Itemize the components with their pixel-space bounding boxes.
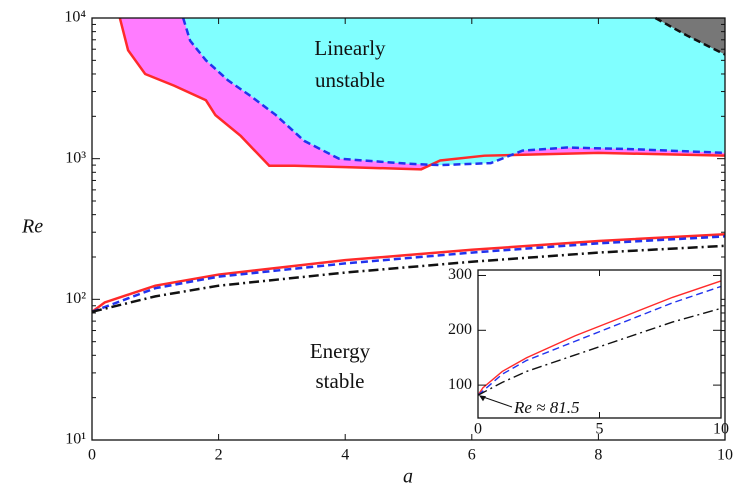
x-tick-label: 8 xyxy=(594,447,602,464)
plot-area xyxy=(478,270,721,418)
curve xyxy=(477,280,722,396)
x-tick-label: 2 xyxy=(215,447,223,464)
curve xyxy=(91,233,726,313)
annotation: stable xyxy=(316,369,365,393)
y-tick-label: 10⁴ xyxy=(64,9,86,26)
y-axis-label: Re xyxy=(21,216,43,238)
x-tick-label: 6 xyxy=(468,447,476,464)
x-tick-label: 0 xyxy=(474,421,482,438)
x-tick-label: 4 xyxy=(341,447,349,464)
annotation: Re ≈ 81.5 xyxy=(513,398,580,417)
x-tick-label: 10 xyxy=(717,447,733,464)
annotation-arrow xyxy=(480,395,513,408)
y-tick-label: 200 xyxy=(448,321,472,338)
x-tick-label: 5 xyxy=(596,421,604,438)
curve xyxy=(181,17,726,167)
y-tick-label: 10² xyxy=(65,290,86,307)
x-tick-label: 0 xyxy=(88,447,96,464)
annotation: unstable xyxy=(315,68,385,92)
y-tick-label: 100 xyxy=(448,376,472,393)
annotation: Linearly xyxy=(314,36,386,60)
region-fill xyxy=(183,18,726,166)
curve xyxy=(118,17,726,171)
y-tick-label: 10³ xyxy=(65,149,86,166)
y-tick-label: 10¹ xyxy=(65,431,86,448)
curve xyxy=(91,235,726,314)
plot-frame xyxy=(91,17,726,441)
annotation: Energy xyxy=(310,339,371,363)
x-tick-label: 10 xyxy=(713,421,729,438)
curve xyxy=(477,285,722,396)
curve xyxy=(654,16,726,56)
y-tick-label: 300 xyxy=(448,266,472,283)
x-axis-label: a xyxy=(403,466,413,488)
arrow-head xyxy=(479,395,486,402)
curve xyxy=(477,307,722,396)
curve xyxy=(91,244,726,314)
